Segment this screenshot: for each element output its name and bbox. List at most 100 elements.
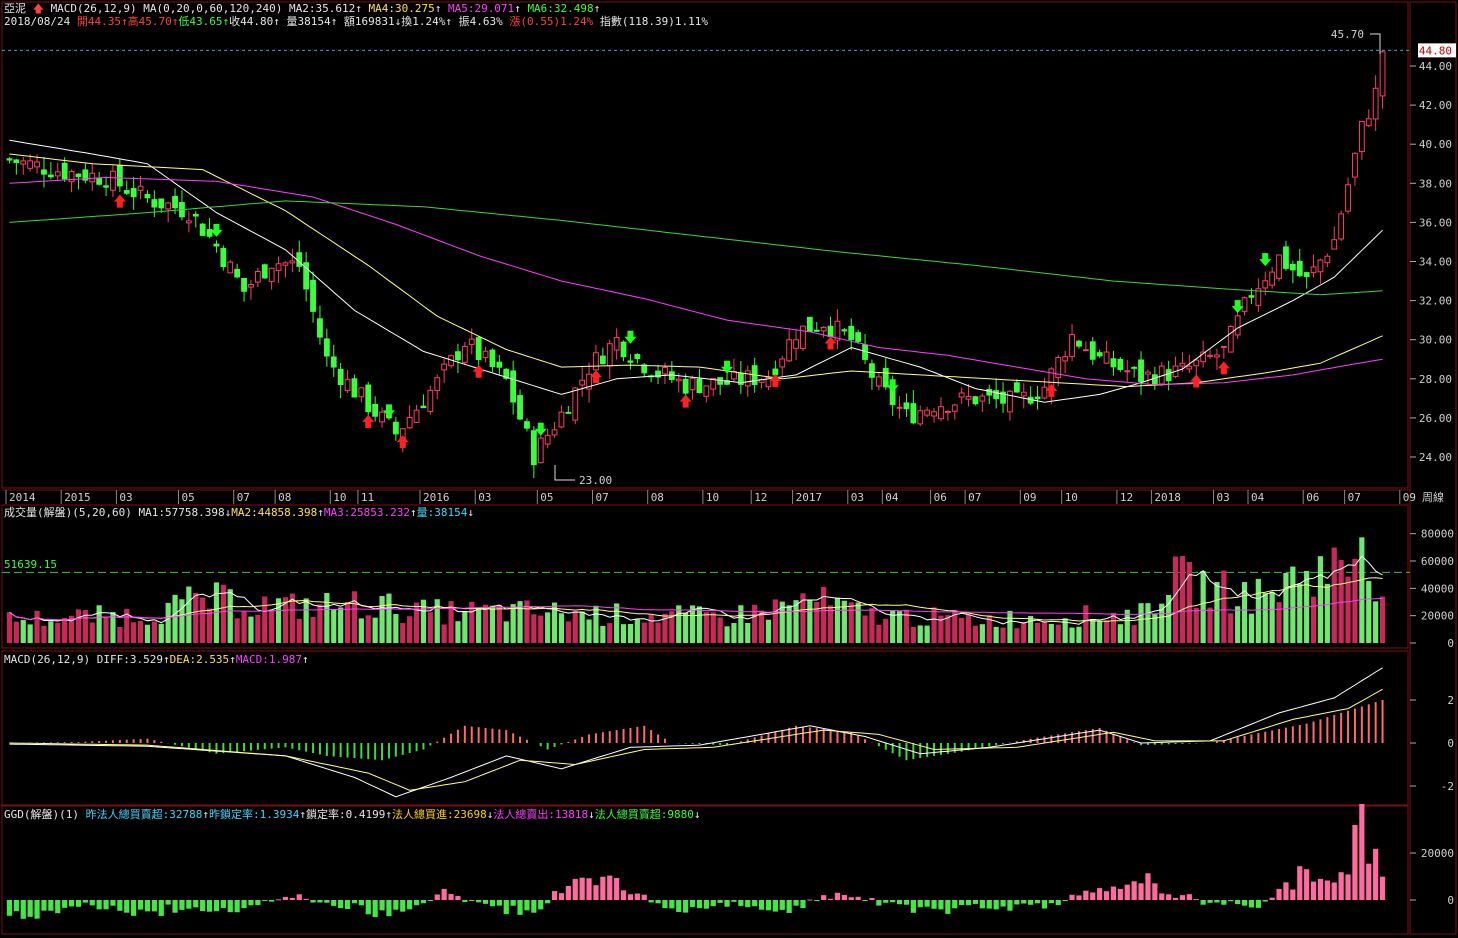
volume-bar [1214,582,1220,643]
x-tick-label: 10 [1065,491,1078,504]
candle-body [558,411,565,428]
candle-body [61,162,68,180]
x-tick-label: 05 [540,491,553,504]
stock-name[interactable]: 亞泥 [4,2,26,15]
volume-bar [1324,583,1330,643]
candle-body [427,389,434,413]
ggd-bar [531,900,537,913]
volume-bar [669,611,675,643]
candle-body [572,387,579,421]
volume-bar [834,597,841,643]
candle-body [1013,382,1020,393]
ggd-bar [993,900,999,910]
ggd-bar [724,900,730,907]
ggd-bar [510,900,516,906]
candle-body [1117,358,1124,371]
volume-bar [683,612,689,643]
volume-bar [96,605,102,643]
low-pointer [554,465,575,481]
ggd-bar [1083,890,1089,900]
ggd-bar [952,900,958,909]
ggd-bar [393,900,399,910]
volume-bar [427,612,433,643]
candle-body [1062,356,1069,362]
candle-body [965,395,972,400]
candle-body [1317,259,1324,273]
volume-bar [1338,560,1344,643]
volume-bar [793,600,799,643]
ggd-bar [1062,900,1068,901]
ggd-bar [910,900,916,913]
volume-bar [503,621,509,643]
volume-bar [338,607,344,643]
candle-body [1296,260,1303,277]
ggd-bar [482,900,489,904]
volume-bar [331,609,337,643]
candle-body [765,376,772,388]
volume-bar [400,623,406,643]
candle-body [586,373,592,390]
ggd-bar [1359,803,1365,900]
volume-bar [165,602,171,643]
candle-body [744,370,751,387]
candle-body [1227,326,1234,353]
volume-bar [1048,623,1054,643]
volume-bar [662,613,668,643]
volume-bar [1179,556,1186,643]
x-tick-label: 04 [885,491,899,504]
ggd-bar [68,900,75,907]
candle-body [1241,297,1248,312]
volume-bar [558,613,565,643]
ggd-bar [848,897,854,900]
ggd-bar [117,900,123,911]
candle-body [1082,349,1089,352]
candle-body [972,396,979,405]
volume-bar [510,604,516,643]
macd-diff: DIFF:3.529 [96,653,163,666]
volume-bar [655,622,661,643]
high-pointer [1370,33,1381,54]
candle-body [613,337,620,351]
ggd-bar [986,900,992,909]
ggd-tick-label: 20000 [1421,847,1454,860]
candle-body [875,376,882,387]
ggd-bar [917,900,923,908]
volume-bar [1290,566,1296,643]
volume-bar [938,615,944,643]
volume-bar [358,618,364,643]
ggd-bar [717,900,723,903]
ggd-bar [572,878,578,900]
x-tick-label: 2017 [796,491,823,504]
ggd-bar [1103,891,1110,900]
price-tick-label: 44.00 [1419,60,1452,73]
candle-body [365,384,372,413]
ggd-bar [255,900,261,906]
ggd-bar [476,900,482,903]
volume-bar [13,621,19,643]
candle-body [841,329,848,332]
ggd-bar [1310,881,1317,900]
volume-bar [317,604,323,643]
ggd-bar [110,900,116,906]
volume-bar [172,594,178,643]
sell-signal-icon [1231,300,1244,314]
macd-tick-label: 0 [1447,737,1454,750]
ggd-bar [558,893,565,900]
candle-body [137,185,144,191]
ggd-bar [434,894,440,900]
candle-body [772,368,779,376]
vol-ma3: MA3:25853.232 [323,506,411,519]
ma2-value: MA2:35.612 [288,2,356,15]
candle-body [330,356,337,368]
volume-bar [1276,602,1282,643]
candle-body [599,355,606,365]
volume-bar [1034,622,1041,643]
volume-bar [393,613,399,643]
volume-bar [1317,556,1324,643]
volume-bar [1283,572,1289,643]
x-tick-label: 03 [119,491,132,504]
candle-body [1289,263,1296,271]
volume-bar [407,616,413,643]
volume-bar [55,622,61,643]
